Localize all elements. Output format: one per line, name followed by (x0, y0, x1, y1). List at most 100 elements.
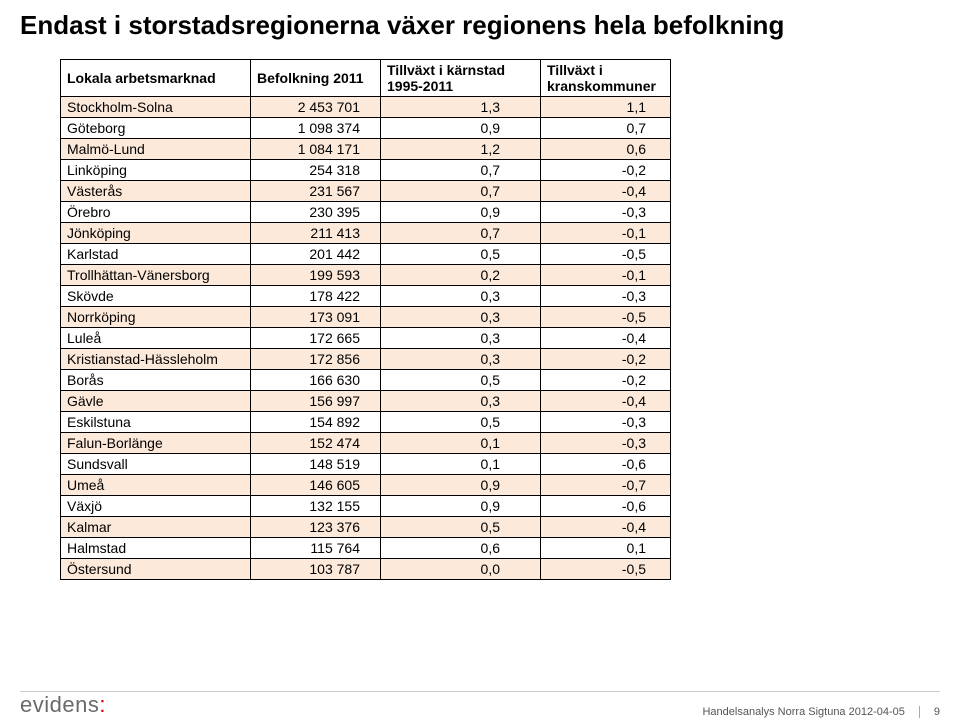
table-cell: 0,1 (381, 454, 541, 475)
table-cell: 0,5 (381, 412, 541, 433)
table-cell: 0,9 (381, 118, 541, 139)
table-cell: 146 605 (251, 475, 381, 496)
table-row: Östersund103 7870,0-0,5 (61, 559, 671, 580)
table-row: Trollhättan-Vänersborg199 5930,2-0,1 (61, 265, 671, 286)
table-cell: 1,1 (541, 97, 671, 118)
table-cell: 172 856 (251, 349, 381, 370)
table-cell: 154 892 (251, 412, 381, 433)
table-cell: -0,5 (541, 307, 671, 328)
table-cell: Eskilstuna (61, 412, 251, 433)
table-cell: Linköping (61, 160, 251, 181)
table-cell: 254 318 (251, 160, 381, 181)
table-cell: Falun-Borlänge (61, 433, 251, 454)
table-cell: 132 155 (251, 496, 381, 517)
table-header-row: Lokala arbetsmarknad Befolkning 2011 Til… (61, 60, 671, 97)
table-cell: 1 098 374 (251, 118, 381, 139)
table-row: Borås166 6300,5-0,2 (61, 370, 671, 391)
table-cell: 173 091 (251, 307, 381, 328)
table-cell: 0,3 (381, 349, 541, 370)
table-cell: -0,1 (541, 223, 671, 244)
table-cell: Gävle (61, 391, 251, 412)
table-cell: 230 395 (251, 202, 381, 223)
table-cell: 0,7 (381, 223, 541, 244)
table-cell: 115 764 (251, 538, 381, 559)
table-cell: -0,2 (541, 349, 671, 370)
table-row: Norrköping173 0910,3-0,5 (61, 307, 671, 328)
table-cell: 0,5 (381, 370, 541, 391)
table-cell: 0,3 (381, 328, 541, 349)
table-cell: Västerås (61, 181, 251, 202)
table-row: Örebro230 3950,9-0,3 (61, 202, 671, 223)
table-cell: 0,6 (541, 139, 671, 160)
col-header-0: Lokala arbetsmarknad (61, 60, 251, 97)
table-cell: Örebro (61, 202, 251, 223)
table-cell: Halmstad (61, 538, 251, 559)
table-cell: 166 630 (251, 370, 381, 391)
table-body: Stockholm-Solna2 453 7011,31,1Göteborg1 … (61, 97, 671, 580)
table-row: Karlstad201 4420,5-0,5 (61, 244, 671, 265)
table-row: Falun-Borlänge152 4740,1-0,3 (61, 433, 671, 454)
table-row: Växjö132 1550,9-0,6 (61, 496, 671, 517)
table-cell: 148 519 (251, 454, 381, 475)
table-row: Malmö-Lund1 084 1711,20,6 (61, 139, 671, 160)
table-cell: 2 453 701 (251, 97, 381, 118)
table-cell: Skövde (61, 286, 251, 307)
table-cell: Göteborg (61, 118, 251, 139)
table-row: Gävle156 9970,3-0,4 (61, 391, 671, 412)
table-cell: 0,1 (381, 433, 541, 454)
table-row: Sundsvall148 5190,1-0,6 (61, 454, 671, 475)
table-cell: -0,6 (541, 496, 671, 517)
footnote: Handelsanalys Norra Sigtuna 2012-04-05 9 (702, 706, 940, 718)
table-cell: Luleå (61, 328, 251, 349)
table-row: Jönköping211 4130,7-0,1 (61, 223, 671, 244)
table-cell: 1,2 (381, 139, 541, 160)
table-cell: Kalmar (61, 517, 251, 538)
table-cell: 172 665 (251, 328, 381, 349)
table-cell: Sundsvall (61, 454, 251, 475)
table-cell: -0,1 (541, 265, 671, 286)
table-cell: 0,6 (381, 538, 541, 559)
table-row: Stockholm-Solna2 453 7011,31,1 (61, 97, 671, 118)
table-cell: -0,4 (541, 391, 671, 412)
table-cell: 0,0 (381, 559, 541, 580)
table-cell: 199 593 (251, 265, 381, 286)
table-row: Göteborg1 098 3740,90,7 (61, 118, 671, 139)
table-cell: 231 567 (251, 181, 381, 202)
table-cell: 0,7 (541, 118, 671, 139)
table-cell: -0,3 (541, 433, 671, 454)
table-cell: 1,3 (381, 97, 541, 118)
table-cell: -0,5 (541, 559, 671, 580)
table-cell: 123 376 (251, 517, 381, 538)
table-cell: -0,4 (541, 181, 671, 202)
table-cell: 152 474 (251, 433, 381, 454)
table-cell: 0,9 (381, 202, 541, 223)
table-row: Eskilstuna154 8920,5-0,3 (61, 412, 671, 433)
table-cell: Östersund (61, 559, 251, 580)
table-row: Kristianstad-Hässleholm172 8560,3-0,2 (61, 349, 671, 370)
table-cell: 0,7 (381, 181, 541, 202)
table-cell: Malmö-Lund (61, 139, 251, 160)
table-cell: -0,3 (541, 286, 671, 307)
table-cell: Norrköping (61, 307, 251, 328)
table-row: Västerås231 5670,7-0,4 (61, 181, 671, 202)
table-cell: Borås (61, 370, 251, 391)
logo: evidens: (20, 692, 106, 718)
table-cell: Trollhättan-Vänersborg (61, 265, 251, 286)
table-cell: Jönköping (61, 223, 251, 244)
table-cell: 0,5 (381, 517, 541, 538)
table-cell: -0,4 (541, 517, 671, 538)
table-row: Halmstad115 7640,60,1 (61, 538, 671, 559)
page-title: Endast i storstadsregionerna växer regio… (20, 10, 940, 41)
table-container: Lokala arbetsmarknad Befolkning 2011 Til… (60, 59, 940, 580)
logo-dot-icon: : (99, 692, 106, 717)
table-row: Kalmar123 3760,5-0,4 (61, 517, 671, 538)
table-cell: -0,3 (541, 202, 671, 223)
table-cell: Umeå (61, 475, 251, 496)
footnote-text: Handelsanalys Norra Sigtuna 2012-04-05 (702, 706, 904, 718)
table-row: Umeå146 6050,9-0,7 (61, 475, 671, 496)
col-header-1: Befolkning 2011 (251, 60, 381, 97)
table-cell: 0,3 (381, 286, 541, 307)
table-cell: -0,3 (541, 412, 671, 433)
table-cell: 211 413 (251, 223, 381, 244)
table-cell: 0,2 (381, 265, 541, 286)
